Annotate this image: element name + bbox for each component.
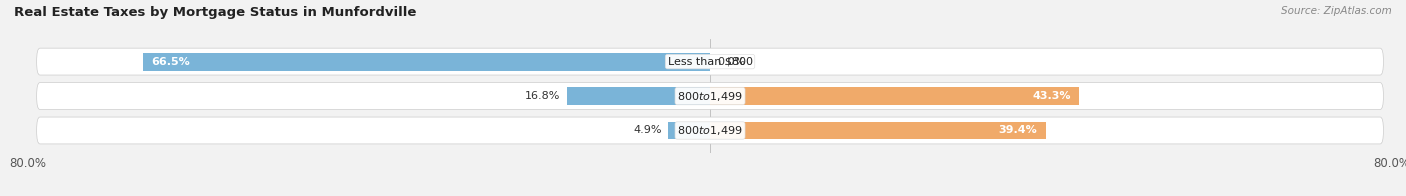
Text: 0.0%: 0.0% bbox=[717, 57, 745, 67]
Text: 4.9%: 4.9% bbox=[633, 125, 661, 135]
Text: $800 to $1,499: $800 to $1,499 bbox=[678, 90, 742, 103]
Bar bbox=[710, 122, 1046, 139]
Text: Less than $800: Less than $800 bbox=[668, 57, 752, 67]
Text: 66.5%: 66.5% bbox=[152, 57, 190, 67]
Text: 16.8%: 16.8% bbox=[524, 91, 560, 101]
Bar bbox=[143, 53, 710, 71]
FancyBboxPatch shape bbox=[37, 117, 1384, 144]
Text: $800 to $1,499: $800 to $1,499 bbox=[678, 124, 742, 137]
FancyBboxPatch shape bbox=[37, 48, 1384, 75]
Text: Source: ZipAtlas.com: Source: ZipAtlas.com bbox=[1281, 6, 1392, 16]
Bar bbox=[710, 87, 1080, 105]
Text: 43.3%: 43.3% bbox=[1032, 91, 1070, 101]
Bar bbox=[668, 122, 710, 139]
Text: 39.4%: 39.4% bbox=[998, 125, 1038, 135]
FancyBboxPatch shape bbox=[37, 83, 1384, 110]
Bar bbox=[567, 87, 710, 105]
Text: Real Estate Taxes by Mortgage Status in Munfordville: Real Estate Taxes by Mortgage Status in … bbox=[14, 6, 416, 19]
